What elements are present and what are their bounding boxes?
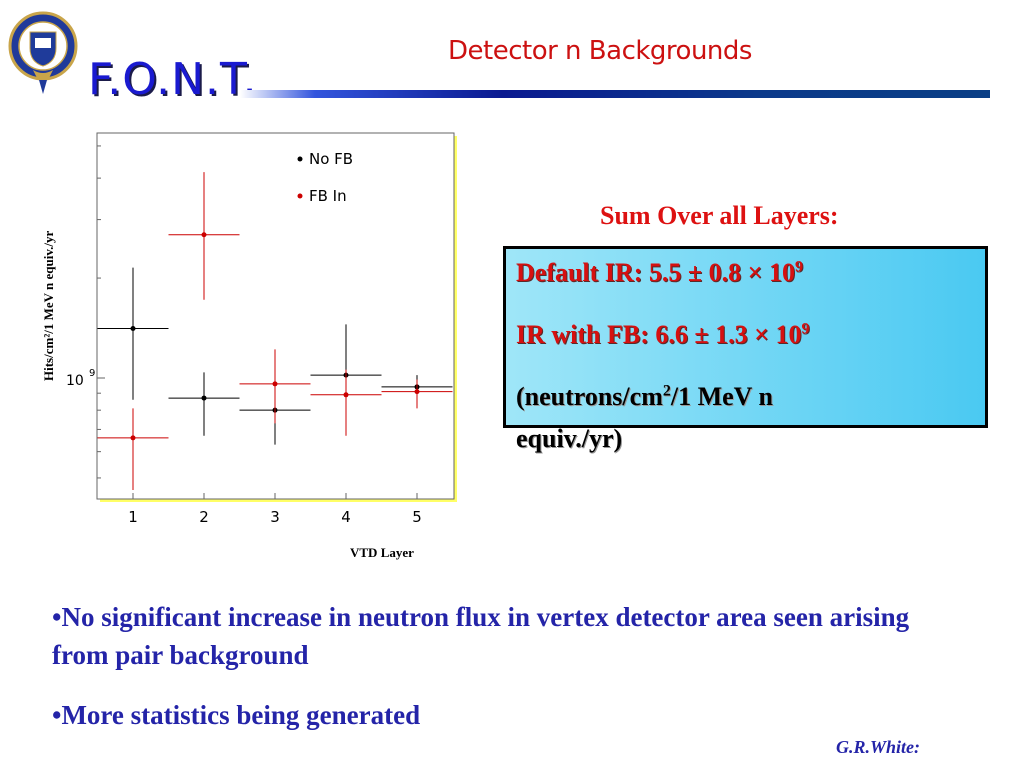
legend-label-no-fb: No FB — [309, 150, 353, 168]
title-underline-bar — [240, 90, 990, 98]
default-ir-result: Default IR: 5.5 ± 0.8 × 109 — [516, 258, 803, 287]
data-point-fb-in — [272, 381, 278, 387]
units-line-1: (neutrons/cm2/1 MeV n — [516, 382, 773, 411]
neutron-flux-chart: 1 2 3 4 5 10 9 No FB FB In — [66, 132, 457, 526]
footer-author: G.R.White: — [836, 737, 921, 757]
units-line-2: equiv./yr) — [516, 424, 623, 453]
legend-marker-no-fb — [297, 156, 303, 162]
y-tick-label-base: 10 — [66, 373, 84, 389]
project-title: F.O.N.T. — [88, 54, 258, 105]
fb-ir-result: IR with FB: 6.6 ± 1.3 × 109 — [516, 320, 810, 349]
slide-title: Detector n Backgrounds — [448, 36, 752, 66]
legend-marker-fb-in — [297, 193, 303, 199]
university-crest-logo — [8, 11, 78, 94]
data-marks — [97, 172, 453, 490]
data-point-fb-in — [343, 392, 349, 398]
data-point-fb-in — [201, 232, 207, 238]
y-axis-ticks — [97, 145, 105, 479]
x-tick-label: 2 — [199, 508, 209, 526]
legend: No FB FB In — [297, 150, 353, 205]
x-tick-label: 5 — [412, 508, 422, 526]
x-tick-label: 4 — [341, 508, 351, 526]
data-point-fb-in — [130, 435, 136, 441]
bullet-list: •No significant increase in neutron flux… — [52, 598, 932, 756]
bullet-item: •No significant increase in neutron flux… — [52, 602, 910, 670]
data-point-no-fb — [130, 325, 136, 331]
data-point-fb-in — [414, 389, 420, 395]
x-tick-label: 1 — [128, 508, 138, 526]
x-axis-label: VTD Layer — [350, 545, 414, 560]
x-axis-ticks: 1 2 3 4 5 — [128, 493, 422, 526]
data-point-no-fb — [201, 395, 207, 401]
y-axis-label: Hits/cm²/1 MeV n equiv./yr — [41, 230, 56, 381]
summary-box — [503, 246, 988, 428]
summary-heading: Sum Over all Layers: — [600, 201, 839, 230]
legend-label-fb-in: FB In — [309, 187, 347, 205]
x-tick-label: 3 — [270, 508, 280, 526]
y-tick-label-exponent: 9 — [89, 368, 95, 379]
bullet-item: •More statistics being generated — [52, 700, 421, 730]
